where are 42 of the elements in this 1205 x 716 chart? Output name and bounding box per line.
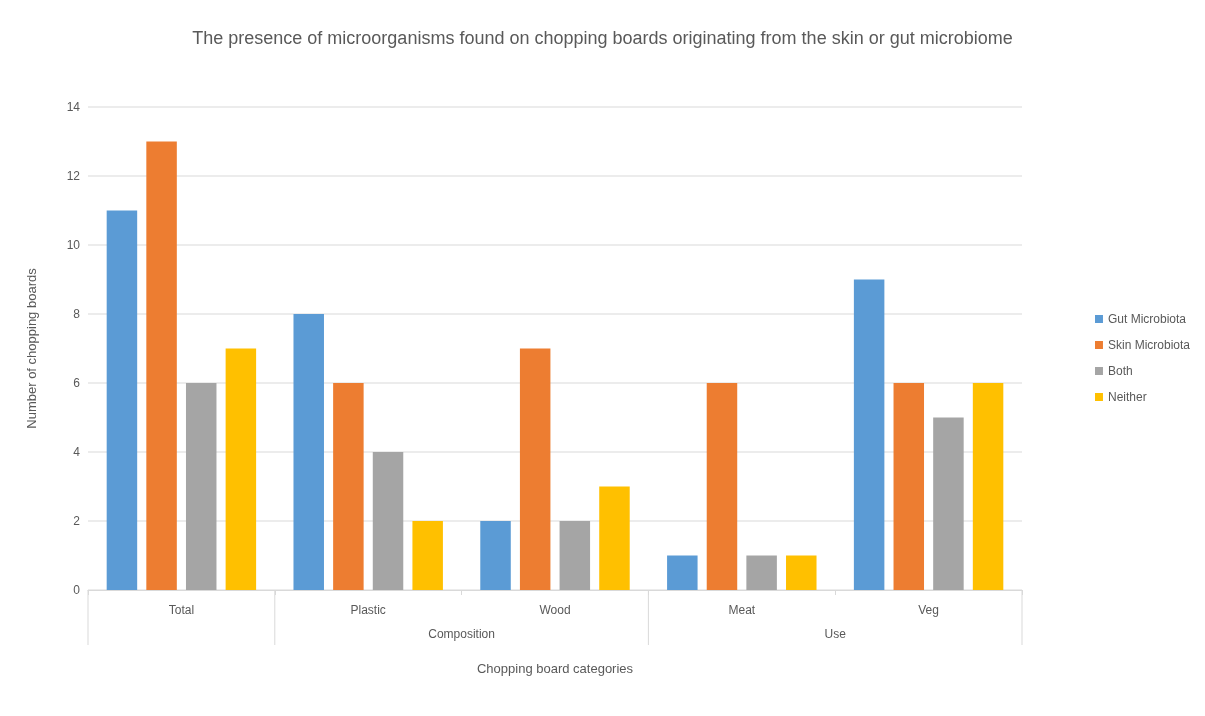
bar <box>185 383 217 590</box>
bar <box>146 141 177 590</box>
text: Use <box>824 627 847 641</box>
bar <box>559 521 591 590</box>
bar <box>293 314 324 590</box>
y-axis-title: Number of chopping boards <box>24 267 39 429</box>
y-tick-label: 12 <box>66 169 81 183</box>
bar <box>972 383 1004 590</box>
bar <box>667 555 698 590</box>
bar <box>893 383 925 590</box>
legend-label: Skin Microbiota <box>1107 338 1191 352</box>
y-tick-label: 4 <box>73 445 81 459</box>
y-tick-label: 0 <box>73 583 81 597</box>
bar <box>333 383 364 590</box>
x-tick-label: Meat <box>728 603 756 617</box>
y-tick-label: 8 <box>73 307 81 321</box>
legend-label: Both <box>1107 364 1133 378</box>
bar <box>599 486 630 590</box>
y-tick-label: 2 <box>73 514 81 528</box>
bar <box>933 417 964 590</box>
text: Composition <box>428 627 495 641</box>
bar <box>746 555 777 590</box>
bar <box>786 555 817 590</box>
x-tick-label: Wood <box>539 603 571 617</box>
bar <box>853 279 885 590</box>
bar <box>412 521 443 590</box>
y-tick-label: 10 <box>66 238 81 252</box>
chart-title: The presence of microorganisms found on chopping boards originating from the skin or gut microbiome <box>192 28 1013 48</box>
bar <box>706 383 738 590</box>
x-tick-label: Total <box>168 603 195 617</box>
bar <box>480 521 511 590</box>
bar <box>372 452 404 590</box>
bar <box>225 348 257 590</box>
x-tick-label: Veg <box>918 603 939 617</box>
x-axis-title: Chopping board categories <box>476 661 634 676</box>
bar <box>519 348 551 590</box>
legend-label: Gut Microbiota <box>1107 312 1187 326</box>
x-tick-label: Plastic <box>350 603 386 617</box>
y-tick-label: 6 <box>73 376 81 390</box>
bar <box>106 210 138 590</box>
y-tick-label: 14 <box>66 100 81 114</box>
legend-label: Neither <box>1107 390 1147 404</box>
